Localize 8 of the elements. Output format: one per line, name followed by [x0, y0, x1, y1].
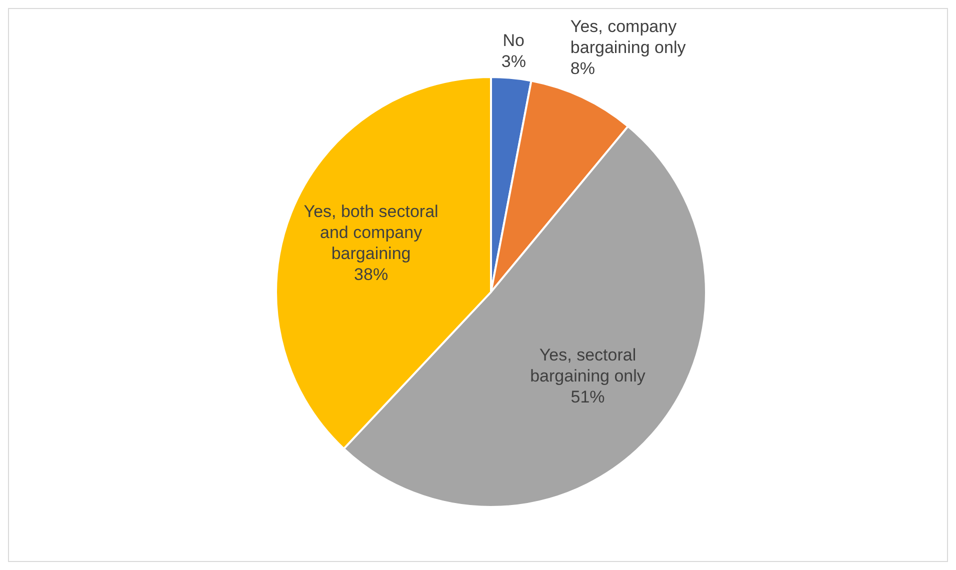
slice-label: Yes, both sectoral and company bargaining — [304, 202, 438, 264]
data-label: 38% — [354, 265, 388, 284]
slice-label: No — [502, 31, 525, 50]
data-label: 3% — [501, 52, 526, 72]
slice-label: Yes, sectoral bargaining only — [530, 346, 646, 386]
slice-label: Yes, company bargaining only — [570, 17, 686, 58]
data-label: 51% — [570, 388, 605, 407]
data-label: 8% — [570, 59, 596, 78]
